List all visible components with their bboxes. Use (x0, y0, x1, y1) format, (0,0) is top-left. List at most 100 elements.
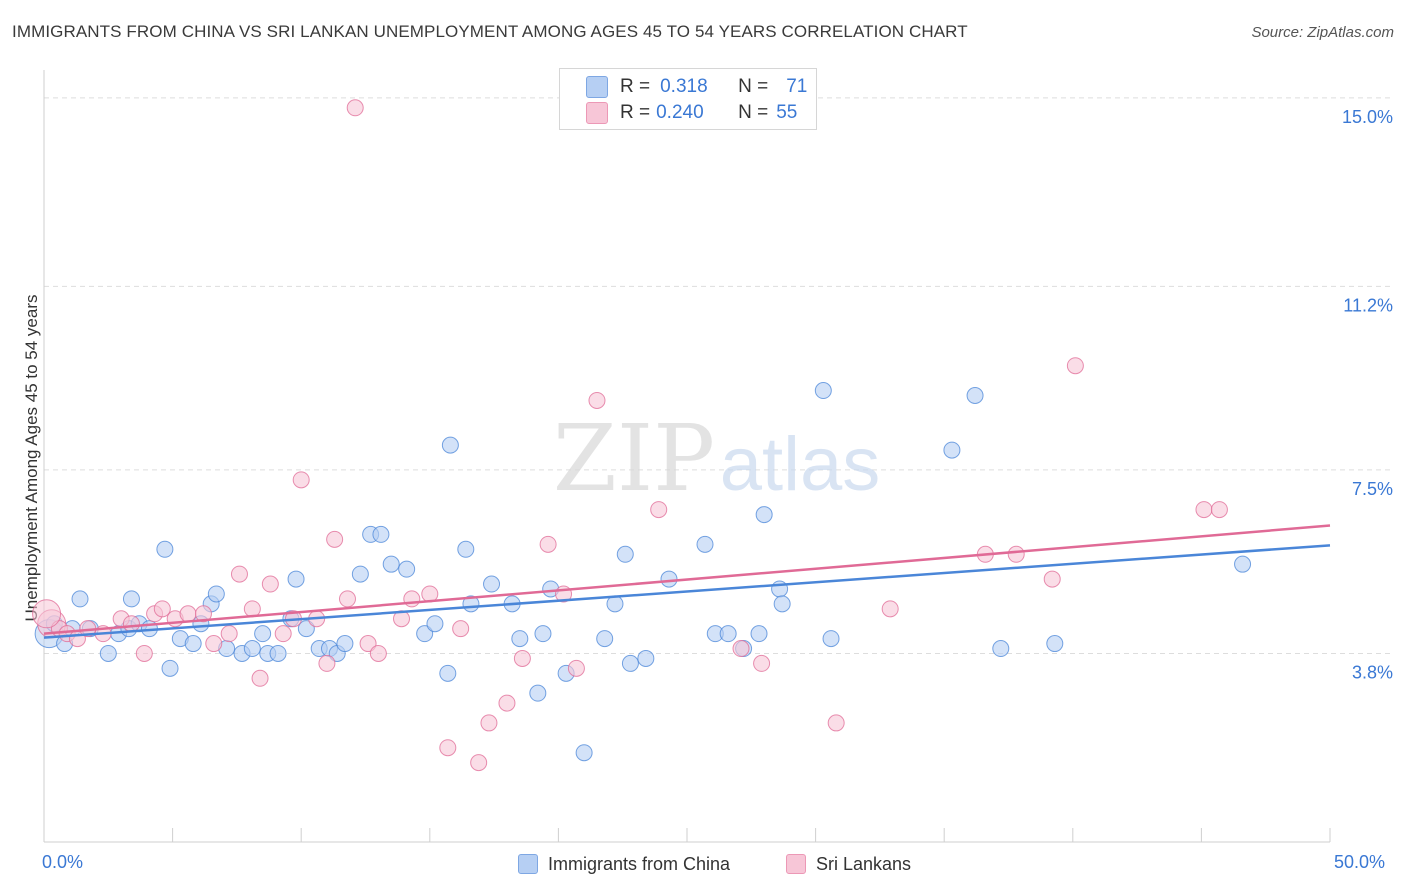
y-tick-label: 15.0% (1342, 107, 1393, 127)
y-tick-label: 7.5% (1352, 479, 1393, 499)
point-china (719, 625, 737, 643)
point-srilanka (470, 754, 488, 772)
point-china (992, 640, 1010, 658)
y-tick-labels: 3.8% 7.5% 11.2% 15.0% (1342, 107, 1393, 683)
axes (43, 70, 1331, 843)
stats-n-label: N = (738, 102, 769, 123)
point-srilanka (326, 530, 344, 548)
point-china (529, 684, 547, 702)
point-china (1234, 555, 1252, 573)
point-srilanka (194, 605, 212, 623)
point-china (287, 570, 305, 588)
point-china (122, 590, 140, 608)
chart-source: Source: ZipAtlas.com (1251, 24, 1394, 41)
point-srilanka (588, 391, 606, 409)
point-china (254, 625, 272, 643)
stats-r-label: R = (620, 76, 651, 97)
legend-label-china: Immigrants from China (548, 853, 731, 874)
legend-swatch-srilanka (786, 854, 806, 874)
point-china (814, 382, 832, 400)
watermark-atlas: atlas (720, 422, 881, 507)
point-srilanka (205, 635, 223, 653)
point-srilanka (274, 625, 292, 643)
point-srilanka (498, 694, 516, 712)
legend-item-srilanka[interactable]: Sri Lankans (786, 852, 911, 876)
point-china (351, 565, 369, 583)
point-china (534, 625, 552, 643)
point-srilanka (32, 599, 62, 629)
stats-n-value: 71 (786, 76, 808, 97)
point-srilanka (881, 600, 899, 618)
point-china (621, 654, 639, 672)
legend-swatch-china (518, 854, 538, 874)
point-china (382, 555, 400, 573)
point-srilanka (359, 635, 377, 653)
point-srilanka (369, 644, 387, 662)
point-china (750, 625, 768, 643)
point-srilanka (338, 590, 356, 608)
trend-lines (43, 524, 1331, 639)
point-srilanka (513, 649, 531, 667)
point-china (398, 560, 416, 578)
stats-swatch-china (586, 76, 608, 98)
point-china (269, 644, 287, 662)
point-srilanka (452, 620, 470, 638)
point-china (511, 630, 529, 648)
point-china (297, 620, 315, 638)
point-china (660, 570, 678, 588)
point-srilanka (261, 575, 279, 593)
point-china (441, 436, 459, 454)
point-china (439, 664, 457, 682)
stats-n-value: 55 (776, 102, 798, 123)
point-srilanka (439, 739, 457, 757)
point-srilanka (1210, 501, 1228, 519)
point-china (207, 585, 225, 603)
stats-n-label: N = (738, 76, 769, 97)
point-srilanka (732, 640, 750, 658)
point-china (773, 595, 791, 613)
point-srilanka (1007, 545, 1025, 563)
point-china (161, 659, 179, 677)
y-tick-label: 11.2% (1343, 295, 1393, 315)
point-china (483, 575, 501, 593)
point-srilanka (292, 471, 310, 489)
point-srilanka (1066, 357, 1084, 375)
x-tick-label-max: 50.0% (1334, 852, 1386, 872)
watermark: ZIP atlas (553, 405, 880, 512)
point-china (426, 615, 444, 633)
correlation-stats-box: R = 0.318 N = 71 R = 0.240 N = 55 (559, 68, 817, 130)
point-srilanka (220, 625, 238, 643)
point-china (575, 744, 593, 762)
legend-label-srilanka: Sri Lankans (816, 853, 912, 874)
stats-r-value: 0.240 (656, 102, 704, 123)
point-srilanka (1043, 570, 1061, 588)
point-srilanka (567, 659, 585, 677)
chart-title: IMMIGRANTS FROM CHINA VS SRI LANKAN UNEM… (12, 22, 968, 41)
legend-item-china[interactable]: Immigrants from China (518, 852, 730, 876)
watermark-zip: ZIP (553, 405, 715, 512)
point-china (596, 630, 614, 648)
point-srilanka (346, 99, 364, 117)
point-china (696, 535, 714, 553)
point-srilanka (650, 501, 668, 519)
trend-line-china (43, 544, 1331, 639)
stats-r-value: 0.318 (660, 76, 708, 97)
point-china (943, 441, 961, 459)
point-china (457, 540, 475, 558)
point-china (1046, 635, 1064, 653)
point-china (822, 630, 840, 648)
point-srilanka (153, 600, 171, 618)
point-china (336, 635, 354, 653)
x-tick-label-min: 0.0% (42, 852, 84, 872)
point-china (99, 644, 117, 662)
point-china (372, 525, 390, 543)
point-china (416, 625, 434, 643)
stats-swatch-srilanka (586, 102, 608, 124)
point-srilanka (318, 654, 336, 672)
point-china (156, 540, 174, 558)
point-srilanka (251, 669, 269, 687)
stats-row-china: R = 0.318 N = 71 (586, 75, 807, 99)
point-china (637, 649, 655, 667)
point-srilanka (827, 714, 845, 732)
